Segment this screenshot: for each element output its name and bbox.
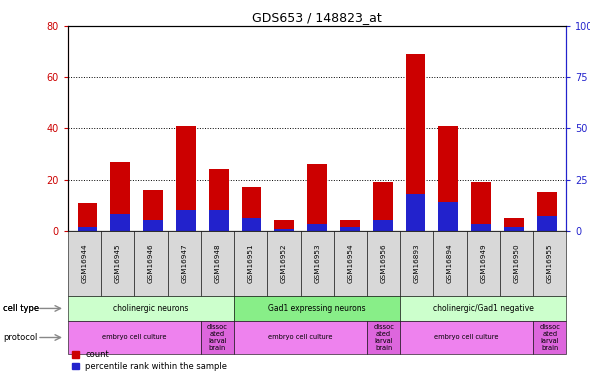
Text: protocol: protocol: [3, 333, 37, 342]
Bar: [143, 190, 163, 231]
Bar: [438, 202, 458, 231]
Bar: [242, 187, 261, 231]
Bar: [471, 182, 491, 231]
Text: GSM16893: GSM16893: [414, 244, 420, 283]
Bar: [307, 164, 327, 231]
Bar: [537, 216, 556, 231]
Bar: [373, 182, 392, 231]
Bar: [110, 162, 130, 231]
Bar: [176, 210, 196, 231]
Text: GSM16956: GSM16956: [381, 244, 386, 283]
Bar: [78, 202, 97, 231]
Bar: [78, 226, 97, 231]
Bar: [373, 220, 392, 231]
Bar: [143, 220, 163, 231]
Bar: [504, 226, 524, 231]
Text: embryo cell culture: embryo cell culture: [102, 334, 166, 340]
Bar: [438, 126, 458, 231]
Text: GSM16949: GSM16949: [480, 244, 486, 283]
Text: GSM16946: GSM16946: [148, 244, 154, 283]
Text: GSM16894: GSM16894: [447, 244, 453, 283]
Text: cholinergic/Gad1 negative: cholinergic/Gad1 negative: [433, 304, 534, 313]
Text: dissoc
ated
larval
brain: dissoc ated larval brain: [207, 324, 228, 351]
Text: cell type: cell type: [3, 304, 39, 313]
Text: embryo cell culture: embryo cell culture: [434, 334, 499, 340]
Text: GSM16951: GSM16951: [248, 244, 254, 283]
Bar: [209, 170, 228, 231]
Bar: [110, 214, 130, 231]
Text: GSM16953: GSM16953: [314, 244, 320, 283]
Legend: count, percentile rank within the sample: count, percentile rank within the sample: [72, 350, 227, 371]
Text: cell type: cell type: [3, 304, 39, 313]
Text: GSM16944: GSM16944: [81, 244, 87, 283]
Bar: [176, 126, 196, 231]
Text: Gad1 expressing neurons: Gad1 expressing neurons: [268, 304, 366, 313]
Text: GSM16950: GSM16950: [513, 244, 520, 283]
Bar: [537, 192, 556, 231]
Bar: [242, 218, 261, 231]
Bar: [209, 210, 228, 231]
Bar: [504, 218, 524, 231]
Text: GSM16948: GSM16948: [214, 244, 221, 283]
Bar: [406, 54, 425, 231]
Text: GSM16945: GSM16945: [114, 244, 121, 283]
Bar: [340, 220, 360, 231]
Title: GDS653 / 148823_at: GDS653 / 148823_at: [253, 11, 382, 24]
Bar: [340, 226, 360, 231]
Text: GSM16955: GSM16955: [547, 244, 553, 283]
Bar: [274, 220, 294, 231]
Text: GSM16954: GSM16954: [348, 244, 353, 283]
Bar: [307, 225, 327, 231]
Bar: [274, 229, 294, 231]
Text: dissoc
ated
larval
brain: dissoc ated larval brain: [373, 324, 394, 351]
Text: cholinergic neurons: cholinergic neurons: [113, 304, 189, 313]
Text: embryo cell culture: embryo cell culture: [268, 334, 333, 340]
Text: dissoc
ated
larval
brain: dissoc ated larval brain: [539, 324, 560, 351]
Bar: [471, 225, 491, 231]
Bar: [406, 194, 425, 231]
Text: GSM16952: GSM16952: [281, 244, 287, 283]
Text: GSM16947: GSM16947: [181, 244, 187, 283]
